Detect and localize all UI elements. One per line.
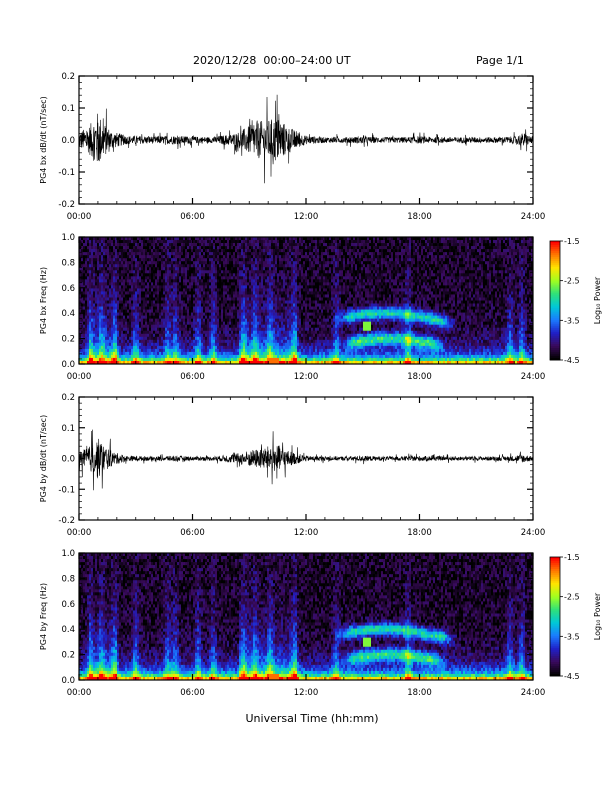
y-tick-label: -0.2	[58, 200, 75, 210]
x-tick-label: 18:00	[407, 372, 432, 382]
colorbar-tick-label: -4.5	[564, 356, 580, 365]
y-tick-label: 1.0	[61, 549, 75, 559]
plot-frame	[78, 75, 534, 205]
axes-4: 00:00 06:00 12:00 18:00 24:00 1.0 0.8 0.6 0.4 0.2…	[39, 549, 545, 698]
x-axis-label: Universal Time (hh:mm)	[245, 712, 379, 725]
y-tick-label: -0.1	[58, 168, 75, 178]
y-tick-label: -0.1	[58, 485, 75, 495]
y-tick-label: 0.8	[61, 574, 75, 584]
colorbar-tick-label: -3.5	[564, 632, 580, 641]
x-tick-label: 24:00	[521, 688, 546, 698]
colorbar-tick-label: -1.5	[564, 237, 580, 246]
colorbar-tick-label: -4.5	[564, 672, 580, 681]
y-tick-label: 0.4	[61, 625, 75, 635]
y-tick-label: 0.2	[61, 651, 75, 661]
y-tick-label: 0.2	[61, 335, 75, 345]
y-axis-label: PG4 by dB/dt (nT/sec)	[39, 415, 48, 502]
x-tick-label: 24:00	[521, 528, 546, 538]
x-tick-label: 18:00	[407, 528, 432, 538]
y-tick-label: 1.0	[61, 233, 75, 243]
y-tick-label: 0.0	[61, 136, 75, 146]
x-tick-label: 12:00	[294, 212, 319, 222]
y-tick-label: 0.1	[61, 104, 75, 114]
plot-frame	[78, 236, 534, 365]
y-tick-label: 0.0	[61, 455, 75, 465]
colorbar-tick-label: -2.5	[564, 277, 580, 286]
y-tick-label: 0.6	[61, 284, 75, 294]
y-axis-label: PG4 by Freq (Hz)	[39, 583, 48, 650]
colorbar-tick-label: -3.5	[564, 316, 580, 325]
series-line	[79, 94, 533, 184]
y-tick-label: 0.0	[61, 360, 75, 370]
x-tick-label: 00:00	[67, 372, 92, 382]
x-tick-label: 06:00	[180, 688, 205, 698]
plot-frame	[78, 552, 534, 681]
colorbar-tick-label: -1.5	[564, 553, 580, 562]
y-tick-label: 0.4	[61, 309, 75, 319]
x-tick-label: 24:00	[521, 212, 546, 222]
x-tick-label: 06:00	[180, 212, 205, 222]
y-tick-label: 0.6	[61, 600, 75, 610]
x-tick-label: 18:00	[407, 212, 432, 222]
plot-frame	[78, 396, 534, 521]
x-tick-label: 00:00	[67, 688, 92, 698]
page-title: 2020/12/28 00:00–24:00 UT	[193, 54, 351, 67]
y-tick-label: 0.1	[61, 424, 75, 434]
y-axis-label: PG4 bx dB/dt (nT/sec)	[39, 96, 48, 183]
series-line	[79, 429, 533, 491]
axes-1: 00:00 06:00 12:00 18:00 24:00 0.2 0.1 0.0 -0.1 -0…	[39, 72, 545, 222]
colorbar: -1.5 -2.5 -3.5 -4.5 Log₁₀ Power	[549, 237, 602, 365]
page-number: Page 1/1	[476, 54, 524, 67]
x-tick-label: 00:00	[67, 212, 92, 222]
spectrogram	[79, 237, 534, 365]
spectrogram	[79, 553, 534, 681]
y-tick-label: -0.2	[58, 516, 75, 526]
y-tick-label: 0.2	[61, 72, 75, 82]
colorbar-tick-label: -2.5	[564, 593, 580, 602]
colorbar: -1.5 -2.5 -3.5 -4.5 Log₁₀ Power	[549, 553, 602, 681]
y-axis-label: PG4 bx Freq (Hz)	[39, 267, 48, 334]
x-tick-label: 18:00	[407, 688, 432, 698]
x-tick-label: 06:00	[180, 528, 205, 538]
y-tick-label: 0.8	[61, 258, 75, 268]
axes-2: 00:00 06:00 12:00 18:00 24:00 1.0 0.8 0.6 0.4 0.2…	[39, 233, 545, 382]
colorbar-label: Log₁₀ Power	[593, 276, 602, 324]
x-tick-label: 24:00	[521, 372, 546, 382]
axes-3: 00:00 06:00 12:00 18:00 24:00 0.2 0.1 0.0 -0.1 -0…	[39, 393, 545, 538]
x-tick-label: 00:00	[67, 528, 92, 538]
x-tick-label: 12:00	[294, 528, 319, 538]
x-tick-label: 12:00	[294, 372, 319, 382]
colorbar-label: Log₁₀ Power	[593, 592, 602, 640]
x-tick-label: 12:00	[294, 688, 319, 698]
x-tick-label: 06:00	[180, 372, 205, 382]
y-tick-label: 0.0	[61, 676, 75, 686]
y-tick-label: 0.2	[61, 393, 75, 403]
